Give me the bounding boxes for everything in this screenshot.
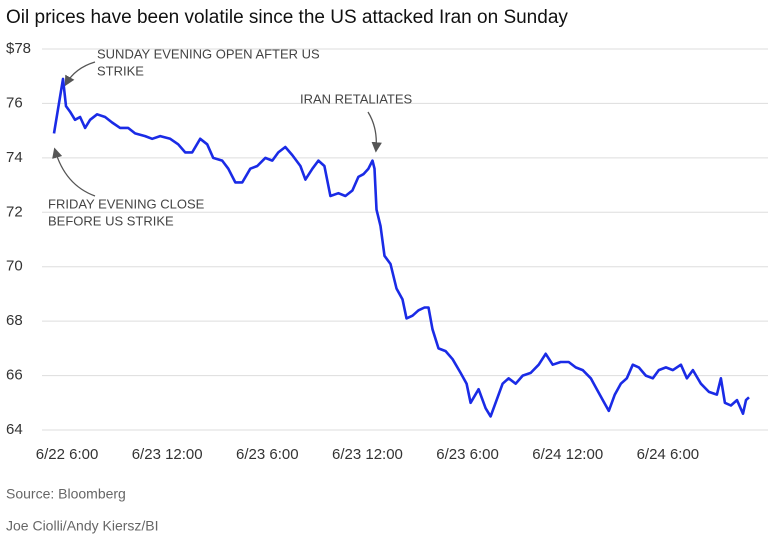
annotation: SUNDAY EVENING OPEN AFTER US: [97, 46, 320, 61]
price-line: [52, 77, 750, 418]
y-tick-label: 64: [6, 421, 23, 438]
annotation-arrow: [367, 111, 382, 153]
annotation: STRIKE: [97, 63, 144, 78]
annotation: IRAN RETALIATES: [300, 91, 413, 106]
x-tick-label: 6/23 6:00: [236, 446, 299, 463]
annotation-arrow: [52, 147, 96, 197]
y-tick-label: $78: [6, 40, 31, 57]
y-tick-label: 72: [6, 203, 23, 220]
annotation-arrow: [64, 61, 96, 87]
x-tick-label: 6/23 6:00: [436, 446, 499, 463]
y-tick-label: 70: [6, 258, 23, 275]
y-tick-label: 76: [6, 94, 23, 111]
x-tick-label: 6/23 12:00: [132, 446, 203, 463]
y-tick-label: 68: [6, 312, 23, 329]
x-tick-label: 6/23 12:00: [332, 446, 403, 463]
x-tick-label: 6/24 12:00: [532, 446, 603, 463]
source: Source: Bloomberg: [6, 486, 126, 502]
annotation: FRIDAY EVENING CLOSE: [48, 196, 205, 211]
y-tick-label: 66: [6, 367, 23, 384]
y-tick-label: 74: [6, 149, 23, 166]
chart-title: Oil prices have been volatile since the …: [6, 7, 568, 28]
annotation: BEFORE US STRIKE: [48, 213, 174, 228]
x-tick-label: 6/22 6:00: [36, 446, 99, 463]
credit: Joe Ciolli/Andy Kiersz/BI: [6, 518, 159, 534]
x-tick-label: 6/24 6:00: [637, 446, 700, 463]
